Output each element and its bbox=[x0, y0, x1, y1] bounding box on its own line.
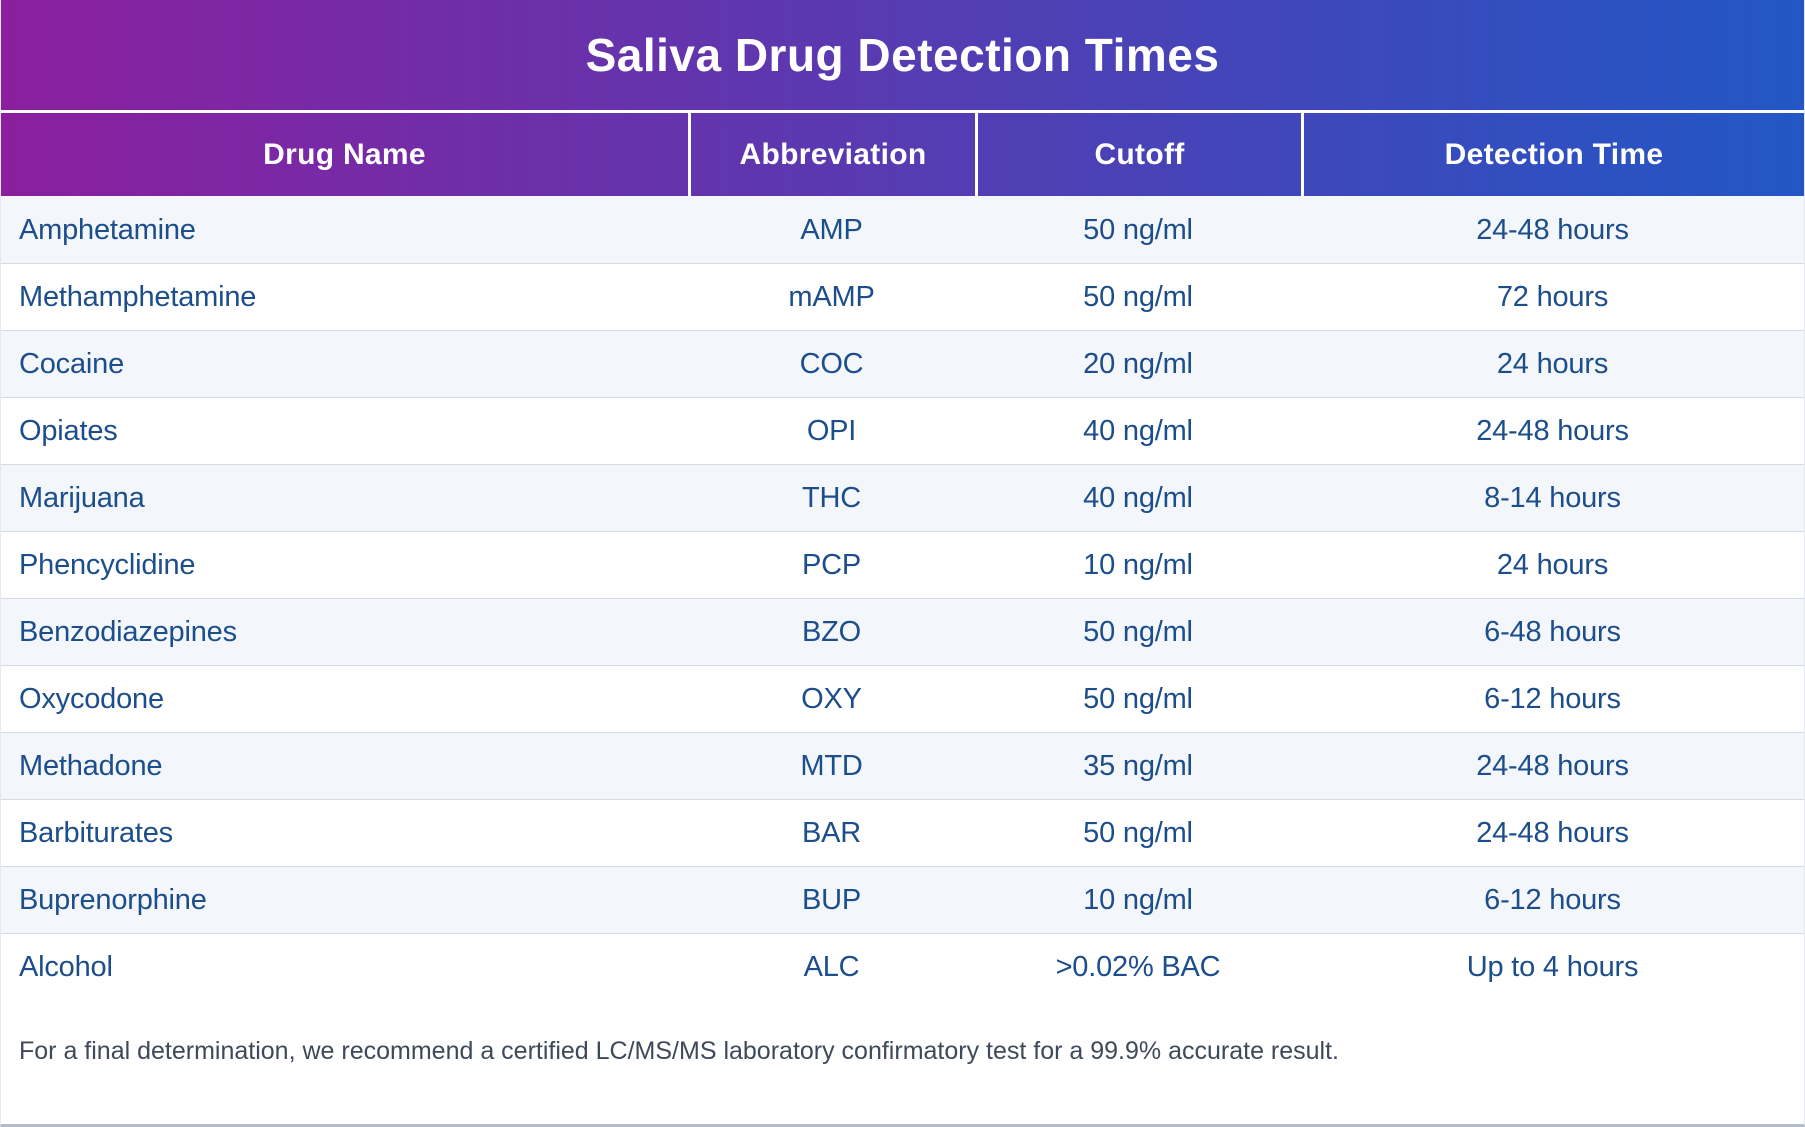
abbreviation-cell: AMP bbox=[800, 214, 863, 246]
page-header: Saliva Drug Detection Times bbox=[1, 0, 1804, 110]
cutoff-cell: 40 ng/ml bbox=[1083, 481, 1193, 514]
table-row: Methadone MTD 35 ng/ml 24-48 hours bbox=[1, 732, 1804, 799]
abbreviation-cell: mAMP bbox=[788, 280, 875, 313]
cutoff-cell: 50 ng/ml bbox=[1083, 280, 1193, 313]
disclaimer: For a final determination, we recommend … bbox=[1, 1000, 1804, 1124]
table-row: Oxycodone OXY 50 ng/ml 6-12 hours bbox=[1, 665, 1804, 732]
abbreviation-cell: MTD bbox=[800, 749, 863, 782]
detection-time-cell: 6-12 hours bbox=[1484, 883, 1621, 916]
table-row: Alcohol ALC >0.02% BAC Up to 4 hours bbox=[1, 933, 1804, 1000]
drug-name-cell: Alcohol bbox=[19, 950, 113, 983]
cutoff-cell: 40 ng/ml bbox=[1083, 414, 1193, 447]
table-row: Amphetamine AMP 50 ng/ml 24-48 hours bbox=[1, 196, 1804, 263]
cutoff-cell: 10 ng/ml bbox=[1083, 883, 1193, 916]
drug-name-cell: Oxycodone bbox=[19, 682, 164, 715]
disclaimer-text: For a final determination, we recommend … bbox=[19, 1037, 1339, 1065]
cutoff-cell: >0.02% BAC bbox=[1055, 950, 1221, 983]
table-row: Phencyclidine PCP 10 ng/ml 24 hours bbox=[1, 531, 1804, 598]
abbreviation-cell: PCP bbox=[801, 548, 862, 581]
table-header-row: Drug Name Abbreviation Cutoff Detection … bbox=[1, 113, 1804, 196]
cutoff-cell: 50 ng/ml bbox=[1083, 214, 1193, 246]
cutoff-cell: 20 ng/ml bbox=[1083, 347, 1193, 380]
detection-time-cell: 8-14 hours bbox=[1484, 481, 1621, 514]
column-header-cutoff: Cutoff bbox=[975, 113, 1301, 196]
table-row: Barbiturates BAR 50 ng/ml 24-48 hours bbox=[1, 799, 1804, 866]
drug-name-cell: Methadone bbox=[19, 749, 163, 782]
cutoff-cell: 50 ng/ml bbox=[1083, 615, 1193, 648]
abbreviation-cell: OPI bbox=[806, 414, 857, 447]
column-header-detection-time: Detection Time bbox=[1301, 113, 1804, 196]
drug-name-cell: Buprenorphine bbox=[19, 883, 207, 916]
table-row: Cocaine COC 20 ng/ml 24 hours bbox=[1, 330, 1804, 397]
detection-time-cell: 24-48 hours bbox=[1476, 749, 1629, 782]
detection-time-cell: 24-48 hours bbox=[1476, 214, 1629, 246]
column-header-drug-name: Drug Name bbox=[263, 137, 426, 171]
abbreviation-cell: BZO bbox=[801, 615, 861, 648]
drug-name-cell: Amphetamine bbox=[19, 214, 196, 246]
drug-name-cell: Opiates bbox=[19, 414, 118, 447]
detection-time-cell: 24 hours bbox=[1496, 548, 1609, 581]
cutoff-cell: 50 ng/ml bbox=[1083, 682, 1193, 715]
abbreviation-cell: THC bbox=[801, 481, 861, 514]
drug-name-cell: Phencyclidine bbox=[19, 548, 196, 581]
drug-name-cell: Barbiturates bbox=[19, 816, 173, 849]
drug-name-cell: Benzodiazepines bbox=[19, 615, 237, 648]
table-row: Buprenorphine BUP 10 ng/ml 6-12 hours bbox=[1, 866, 1804, 933]
cutoff-cell: 10 ng/ml bbox=[1083, 548, 1193, 581]
abbreviation-cell: COC bbox=[799, 347, 864, 380]
table-body: Amphetamine AMP 50 ng/ml 24-48 hours Met… bbox=[1, 196, 1804, 1000]
detection-time-cell: 24-48 hours bbox=[1476, 414, 1629, 447]
detection-time-cell: 6-48 hours bbox=[1484, 615, 1621, 648]
abbreviation-cell: ALC bbox=[803, 950, 860, 983]
cutoff-cell: 50 ng/ml bbox=[1083, 816, 1193, 849]
drug-name-cell: Methamphetamine bbox=[19, 280, 257, 313]
drug-name-cell: Marijuana bbox=[19, 481, 145, 514]
table-row: Opiates OPI 40 ng/ml 24-48 hours bbox=[1, 397, 1804, 464]
column-header-abbreviation: Abbreviation bbox=[688, 113, 975, 196]
abbreviation-cell: BAR bbox=[801, 816, 862, 849]
detection-time-cell: 72 hours bbox=[1496, 280, 1609, 313]
detection-time-cell: 24-48 hours bbox=[1476, 816, 1629, 849]
detection-time-cell: 6-12 hours bbox=[1484, 682, 1621, 715]
abbreviation-cell: OXY bbox=[801, 682, 862, 715]
table-row: Benzodiazepines BZO 50 ng/ml 6-48 hours bbox=[1, 598, 1804, 665]
detection-time-cell: Up to 4 hours bbox=[1466, 950, 1639, 983]
drug-name-cell: Cocaine bbox=[19, 347, 124, 380]
cutoff-cell: 35 ng/ml bbox=[1083, 749, 1193, 782]
page-title: Saliva Drug Detection Times bbox=[585, 29, 1220, 81]
table-row: Marijuana THC 40 ng/ml 8-14 hours bbox=[1, 464, 1804, 531]
table-row: Methamphetamine mAMP 50 ng/ml 72 hours bbox=[1, 263, 1804, 330]
detection-time-cell: 24 hours bbox=[1496, 347, 1609, 380]
abbreviation-cell: BUP bbox=[801, 883, 862, 916]
